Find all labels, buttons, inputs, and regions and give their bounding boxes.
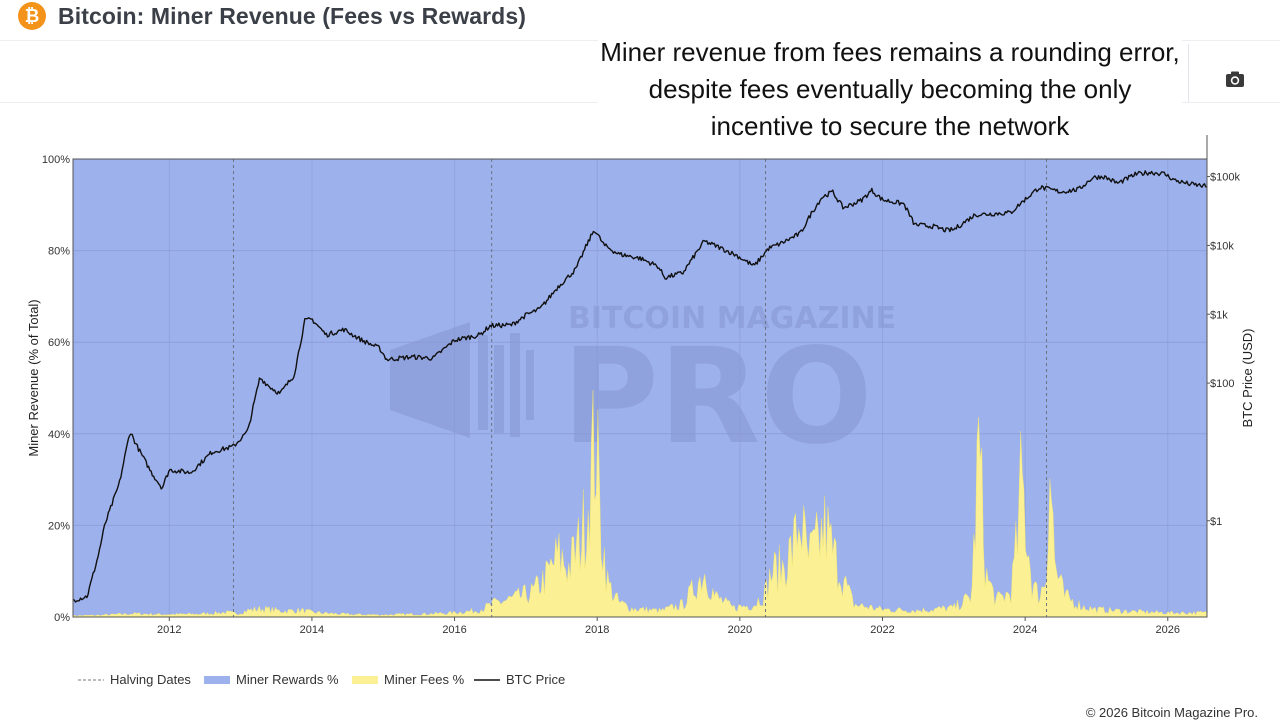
page-title: Bitcoin: Miner Revenue (Fees vs Rewards): [58, 3, 526, 29]
y-tick-label: 60%: [48, 337, 70, 349]
y2-tick-label: $1k: [1210, 309, 1228, 321]
toolbar-divider: [1188, 44, 1189, 102]
legend-item-miner-rewards[interactable]: Miner Rewards %: [204, 671, 339, 687]
watermark-line2: PRO: [562, 320, 873, 474]
y2-tick-label: $10k: [1210, 240, 1234, 252]
y-tick-label: 0%: [54, 612, 70, 624]
legend-swatch-price: [474, 678, 500, 681]
btc-price-path: [72, 170, 1208, 603]
watermark-logo-icon: [390, 322, 534, 438]
y-axis-label: Miner Revenue (% of Total): [26, 299, 41, 456]
btc-price-line: [72, 170, 1208, 603]
camera-icon-svg: [1226, 71, 1244, 87]
legend-swatch-fees: [352, 675, 378, 684]
y-tick-label: 100%: [42, 154, 70, 166]
miner-fees-area: [72, 390, 1208, 618]
miner-fees-fill: [72, 390, 1208, 618]
x-tick-label: 2012: [157, 624, 181, 636]
chart-annotation: Miner revenue from fees remains a roundi…: [598, 34, 1182, 145]
legend-item-miner-fees[interactable]: Miner Fees %: [352, 671, 464, 687]
bitcoin-logo-icon: ₿: [18, 2, 46, 30]
y-tick-label: 40%: [48, 429, 70, 441]
x-tick-label: 2026: [1156, 624, 1180, 636]
legend-label: Miner Fees %: [384, 672, 465, 688]
watermark-line1: BITCOIN MAGAZINE: [568, 301, 896, 336]
legend-item-halving-dates[interactable]: Halving Dates: [78, 671, 191, 687]
y2-tick-label: $100: [1210, 378, 1234, 390]
x-tick-label: 2018: [585, 624, 609, 636]
legend-label: Halving Dates: [110, 672, 191, 688]
legend-swatch-rewards: [204, 675, 230, 684]
x-tick-label: 2024: [1013, 624, 1037, 636]
chart-axes: 0% 20% 40% 60% 80% 100% $1 $100 $1k $10k $100k 2012…: [42, 135, 1240, 636]
miner-revenue-chart: BITCOIN MAGAZINE PRO 0% 20% 40% 60% 80% 100% $…: [26, 135, 1255, 636]
watermark: BITCOIN MAGAZINE PRO: [390, 301, 896, 474]
copyright-text: © 2026 Bitcoin Magazine Pro.: [1085, 705, 1258, 720]
legend-swatch-halving: [78, 679, 104, 681]
x-tick-label: 2020: [728, 624, 752, 636]
legend-label: BTC Price: [506, 672, 566, 688]
y-tick-label: 80%: [48, 246, 70, 258]
x-tick-label: 2014: [300, 624, 324, 636]
x-tick-label: 2016: [442, 624, 466, 636]
legend-label: Miner Rewards %: [236, 672, 339, 688]
y2-tick-label: $1: [1210, 516, 1222, 528]
y-tick-label: 20%: [48, 520, 70, 532]
halving-dates: [232, 159, 1048, 617]
y2-axis-label: BTC Price (USD): [1240, 329, 1255, 428]
camera-icon[interactable]: [1222, 68, 1248, 90]
y2-tick-label: $100k: [1210, 172, 1240, 184]
legend-item-btc-price[interactable]: BTC Price: [474, 671, 565, 687]
x-tick-label: 2022: [870, 624, 894, 636]
